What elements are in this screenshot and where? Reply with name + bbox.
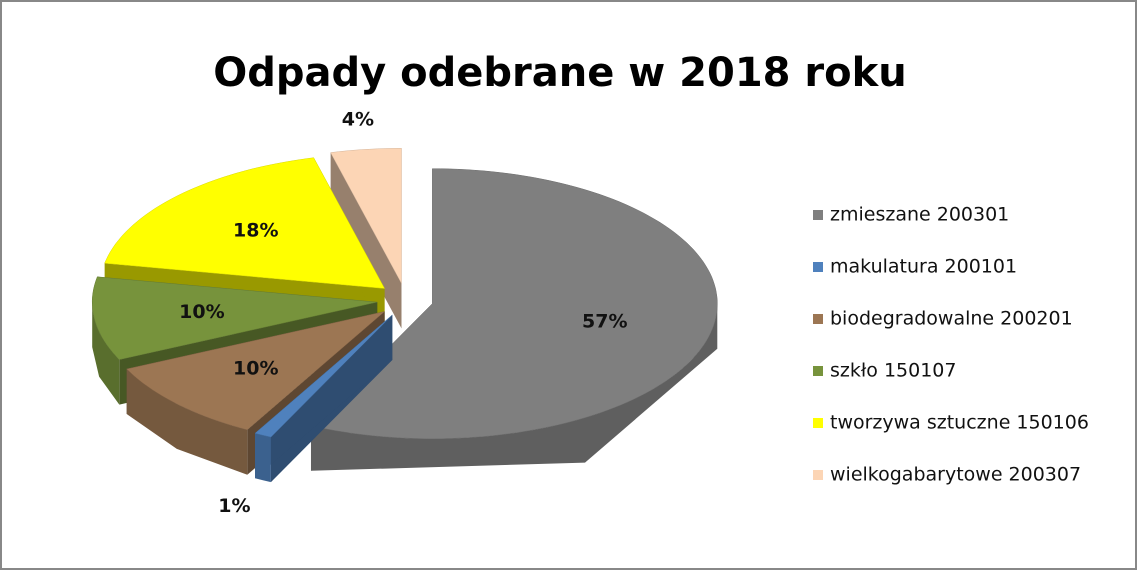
legend-swatch (813, 470, 823, 480)
legend-label: tworzywa sztuczne 150106 (830, 412, 1089, 434)
legend-swatch (813, 262, 823, 272)
legend-label: biodegradowalne 200201 (830, 308, 1073, 330)
slice (310, 167, 718, 471)
slice-top (104, 157, 386, 289)
slice (254, 314, 393, 483)
legend-swatch (813, 418, 823, 428)
legend-label: szkło 150107 (830, 360, 956, 382)
data-label: 10% (179, 301, 224, 323)
data-label: 10% (233, 357, 278, 379)
legend-swatch (813, 366, 823, 376)
slice-wall (92, 302, 120, 405)
slice-top (254, 314, 393, 438)
slice-side (330, 152, 402, 329)
slice-wall (255, 433, 271, 483)
slice-side (254, 314, 393, 479)
legend-swatch (813, 210, 823, 220)
slice-wall (126, 369, 248, 475)
slice-top (310, 167, 718, 439)
slice-wall (311, 303, 718, 471)
legend-label: makulatura 200101 (830, 256, 1017, 278)
data-label: 1% (218, 495, 250, 517)
legend-swatch (813, 314, 823, 324)
data-label: 4% (342, 108, 374, 130)
slice (330, 148, 402, 329)
slice-top (91, 276, 378, 360)
chart-title: Odpady odebrane w 2018 roku (213, 50, 906, 96)
legend-label: wielkogabarytowe 200307 (830, 464, 1081, 486)
data-label: 57% (582, 310, 627, 332)
slice-top (330, 148, 402, 284)
legend-label: zmieszane 200301 (830, 204, 1009, 226)
data-label: 18% (233, 220, 278, 242)
slice-top (126, 311, 385, 431)
